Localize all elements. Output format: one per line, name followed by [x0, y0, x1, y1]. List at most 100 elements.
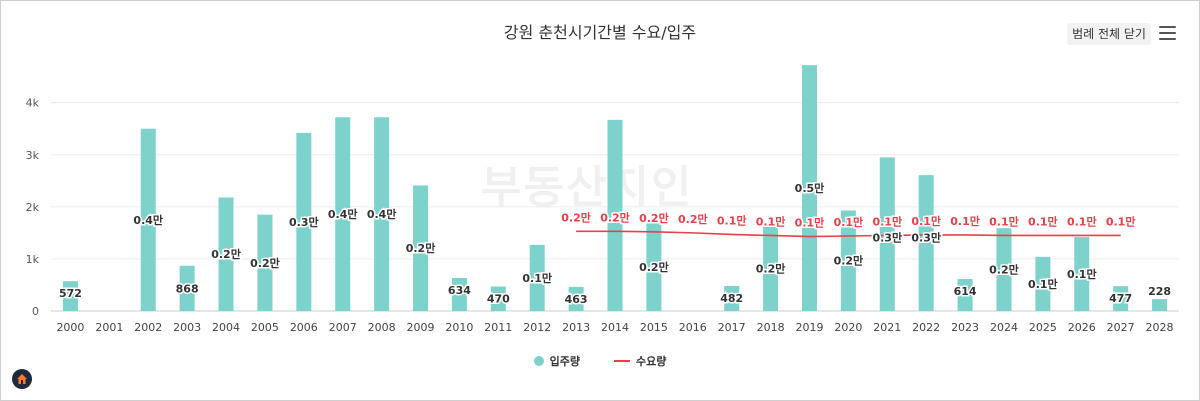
legend-line-icon	[614, 360, 630, 362]
line-data-label: 0.1만	[834, 215, 864, 229]
x-tick-label: 2017	[718, 321, 746, 334]
x-tick-label: 2023	[951, 321, 979, 334]
bar-data-label: 634	[448, 284, 471, 297]
bar	[490, 286, 506, 311]
y-tick-label: 0	[32, 305, 39, 318]
bar	[257, 214, 273, 311]
bar-data-label: 0.4만	[328, 207, 358, 221]
line-data-label: 0.2만	[600, 210, 630, 224]
bar	[1113, 286, 1129, 311]
x-tick-label: 2011	[484, 321, 512, 334]
line-data-label: 0.1만	[795, 216, 825, 230]
bar	[763, 225, 779, 311]
bar	[62, 281, 78, 311]
x-tick-label: 2019	[795, 321, 823, 334]
legend-label-move-in: 입주량	[549, 355, 580, 368]
bar	[801, 65, 817, 312]
x-tick-label: 2016	[679, 321, 707, 334]
x-tick-label: 2010	[445, 321, 473, 334]
bar	[568, 286, 584, 311]
x-tick-label: 2012	[523, 321, 551, 334]
line-data-label: 0.1만	[1028, 214, 1058, 228]
line-data-label: 0.1만	[872, 214, 902, 228]
legend-dot-icon	[533, 356, 544, 366]
bar-data-label: 0.2만	[989, 263, 1019, 277]
bar-data-label: 477	[1109, 292, 1132, 305]
bar-data-label: 614	[954, 285, 977, 298]
bar	[918, 175, 934, 311]
bar	[957, 279, 973, 311]
bar	[140, 128, 156, 311]
x-tick-label: 2015	[640, 321, 668, 334]
bar	[335, 117, 351, 311]
x-tick-label: 2021	[873, 321, 901, 334]
home-icon[interactable]	[12, 369, 32, 389]
bar-data-label: 463	[565, 293, 588, 306]
line-data-label: 0.1만	[989, 214, 1019, 228]
legend-item-demand[interactable]: 수요량	[614, 353, 666, 369]
x-tick-label: 2025	[1029, 321, 1057, 334]
x-tick-label: 2006	[290, 321, 318, 334]
legend-label-demand: 수요량	[636, 355, 667, 368]
demand-line	[576, 230, 1121, 238]
x-tick-label: 2013	[562, 321, 590, 334]
chart-legend: 입주량 수요량	[1, 353, 1199, 369]
x-tick-label: 2027	[1107, 321, 1135, 334]
x-tick-label: 2003	[173, 321, 201, 334]
legend-toggle-button[interactable]: 범례 전체 닫기	[1067, 23, 1151, 45]
bar-data-label: 482	[720, 292, 743, 305]
bar	[607, 119, 623, 312]
line-data-label: 0.2만	[678, 212, 708, 226]
bar-data-label: 572	[59, 287, 82, 300]
bar	[179, 265, 195, 311]
bar-data-label: 0.3만	[872, 231, 902, 245]
y-tick-label: 1k	[26, 253, 40, 266]
x-tick-label: 2002	[134, 321, 162, 334]
x-tick-label: 2014	[601, 321, 629, 334]
bar	[218, 197, 234, 311]
bar-data-label: 0.2만	[406, 241, 436, 255]
x-tick-label: 2000	[56, 321, 84, 334]
chart-title: 강원 춘천시기간별 수요/입주	[503, 23, 697, 42]
line-data-label: 0.1만	[1106, 214, 1136, 228]
x-tick-label: 2007	[329, 321, 357, 334]
bar-data-label: 228	[1148, 285, 1171, 298]
watermark: 부동산지인	[481, 162, 694, 213]
bar-data-label: 0.2만	[211, 247, 241, 261]
bar-data-label: 0.1만	[1067, 267, 1097, 281]
bar-data-label: 0.1만	[1028, 277, 1058, 291]
bar-data-label: 0.2만	[639, 260, 669, 274]
legend-item-move-in[interactable]: 입주량	[533, 353, 580, 369]
y-tick-label: 3k	[26, 149, 40, 162]
x-tick-label: 2001	[95, 321, 123, 334]
bar	[646, 222, 662, 311]
bar	[451, 277, 467, 311]
line-data-label: 0.1만	[1067, 214, 1097, 228]
x-tick-label: 2009	[407, 321, 435, 334]
bar-data-label: 0.3만	[289, 215, 319, 229]
x-tick-label: 2005	[251, 321, 279, 334]
bar	[529, 244, 545, 311]
bar-data-label: 868	[176, 282, 199, 295]
hamburger-menu-icon[interactable]	[1159, 26, 1176, 40]
bar	[879, 157, 895, 311]
bar	[1074, 237, 1090, 311]
bar	[413, 185, 429, 311]
y-tick-label: 4k	[26, 97, 40, 110]
bar-data-label: 0.2만	[250, 256, 280, 270]
bar-data-label: 0.3만	[911, 231, 941, 245]
x-tick-label: 2022	[912, 321, 940, 334]
x-tick-label: 2026	[1068, 321, 1096, 334]
bar-data-label: 0.2만	[756, 261, 786, 275]
x-tick-label: 2024	[990, 321, 1018, 334]
line-data-label: 0.1만	[950, 214, 980, 228]
line-data-label: 0.2만	[639, 211, 669, 225]
x-tick-label: 2020	[834, 321, 862, 334]
line-data-label: 0.1만	[756, 214, 786, 228]
bar	[724, 285, 740, 311]
bar-data-label: 0.5만	[795, 181, 825, 195]
y-tick-label: 2k	[26, 201, 40, 214]
x-tick-label: 2028	[1146, 321, 1174, 334]
bar-data-label: 0.4만	[133, 213, 163, 227]
